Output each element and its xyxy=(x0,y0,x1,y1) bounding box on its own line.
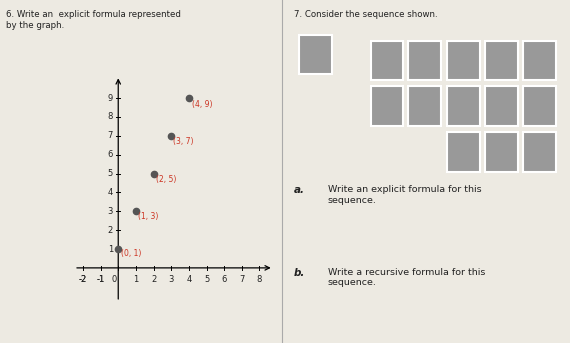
Bar xyxy=(523,86,556,126)
Text: (2, 5): (2, 5) xyxy=(156,175,176,184)
Text: -2: -2 xyxy=(79,275,87,284)
Text: 1: 1 xyxy=(108,245,113,253)
Text: 4: 4 xyxy=(108,188,113,197)
Text: 1: 1 xyxy=(133,275,139,284)
Bar xyxy=(447,41,480,80)
Text: 8: 8 xyxy=(257,275,262,284)
Bar xyxy=(447,86,480,126)
Text: 6: 6 xyxy=(108,150,113,159)
Text: -1: -1 xyxy=(96,275,105,284)
Text: -1: -1 xyxy=(96,275,105,284)
Bar xyxy=(408,41,441,80)
Text: 5: 5 xyxy=(204,275,209,284)
Bar xyxy=(486,41,518,80)
Bar xyxy=(447,132,480,172)
Text: 3: 3 xyxy=(108,207,113,216)
Text: 9: 9 xyxy=(108,94,113,103)
Bar xyxy=(370,86,404,126)
Text: (3, 7): (3, 7) xyxy=(173,137,194,146)
Text: 7. Consider the sequence shown.: 7. Consider the sequence shown. xyxy=(294,10,437,19)
Text: a.: a. xyxy=(294,185,304,195)
Bar xyxy=(299,35,332,74)
Text: (1, 3): (1, 3) xyxy=(138,212,158,221)
Text: Write a recursive formula for this
sequence.: Write a recursive formula for this seque… xyxy=(328,268,485,287)
Text: b.: b. xyxy=(294,268,305,277)
Text: 2: 2 xyxy=(108,226,113,235)
Text: 7: 7 xyxy=(108,131,113,140)
Bar xyxy=(408,86,441,126)
Text: 4: 4 xyxy=(186,275,192,284)
Text: 3: 3 xyxy=(169,275,174,284)
Text: 6: 6 xyxy=(222,275,227,284)
Bar xyxy=(370,41,404,80)
Bar xyxy=(486,86,518,126)
Bar xyxy=(523,41,556,80)
Text: -2: -2 xyxy=(79,275,87,284)
Text: (0, 1): (0, 1) xyxy=(121,249,141,258)
Text: 7: 7 xyxy=(239,275,245,284)
Text: (4, 9): (4, 9) xyxy=(192,100,212,109)
Text: 2: 2 xyxy=(151,275,156,284)
Bar xyxy=(523,132,556,172)
Bar xyxy=(486,132,518,172)
Text: 8: 8 xyxy=(108,113,113,121)
Text: 6. Write an  explicit formula represented
by the graph.: 6. Write an explicit formula represented… xyxy=(6,10,181,30)
Text: Write an explicit formula for this
sequence.: Write an explicit formula for this seque… xyxy=(328,185,482,205)
Text: 0: 0 xyxy=(111,275,116,284)
Text: 5: 5 xyxy=(108,169,113,178)
